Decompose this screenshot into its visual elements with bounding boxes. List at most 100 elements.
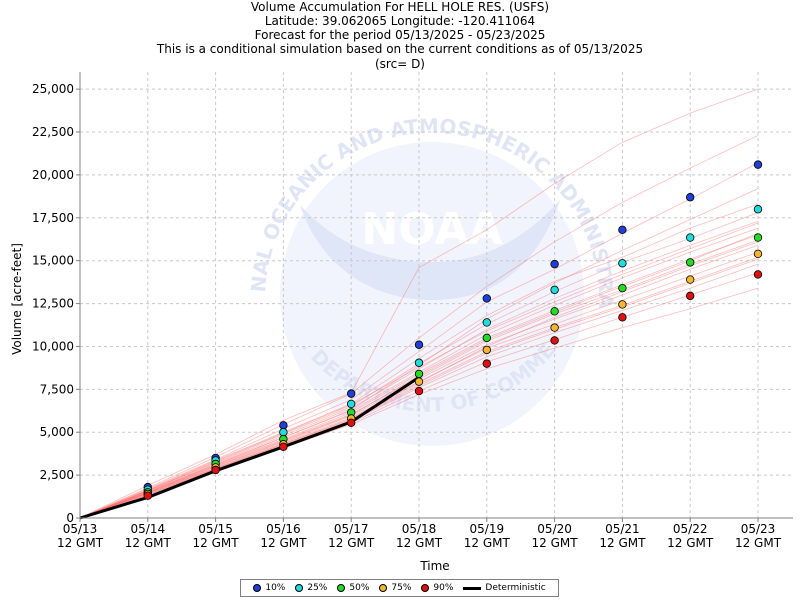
point-25pct-5 (414, 358, 424, 367)
legend-item-deterministic: Deterministic (463, 583, 546, 593)
ensemble-trace-2 (79, 162, 759, 519)
point-10pct-3 (279, 421, 288, 430)
legend-label: 10% (265, 583, 286, 593)
point-75pct-9 (686, 275, 695, 284)
y-tick-label-4: 10,000 (32, 339, 74, 353)
point-25pct-3 (279, 428, 288, 437)
point-25pct-8 (618, 259, 627, 268)
noaa-watermark: NOAA NATIONAL OCEANIC AND ATMOSPHERIC AD… (0, 0, 618, 446)
x-tick-label-5-0: 05/18 (402, 522, 437, 536)
point-25pct-4 (347, 399, 356, 409)
y-tick-label-0: 0 (66, 511, 74, 525)
y-tick-label-1: 2,500 (40, 468, 74, 482)
point-90pct-7 (550, 336, 559, 345)
legend-item-75pct: 75% (379, 583, 411, 593)
ensemble-trace-3 (79, 203, 759, 519)
x-tick-label-0-1: 12 GMT (57, 536, 104, 550)
y-tick-labels: 0 2,500 5,000 7,500 10,000 12,500 15,000 17,500… (32, 82, 80, 525)
point-10pct-4 (347, 389, 356, 398)
ensemble-trace-18 (79, 222, 759, 519)
x-tick-label-6-1: 12 GMT (464, 536, 511, 550)
legend-label: Deterministic (485, 583, 546, 593)
point-10pct-7 (550, 259, 559, 269)
legend-item-10pct: 10% (253, 583, 285, 593)
x-axis-label: Time (419, 559, 449, 573)
y-tick-label-5: 12,500 (32, 297, 74, 311)
point-90pct-6 (482, 359, 491, 368)
chart-legend: 10% 25% 50% 75% 90% Deterministic (240, 579, 559, 597)
point-90pct-10 (753, 270, 763, 279)
legend-swatch-dot (337, 584, 346, 592)
legend-item-90pct: 90% (421, 583, 453, 593)
legend-item-25pct: 25% (295, 583, 327, 593)
deterministic-series-line (79, 376, 420, 520)
legend-label: 50% (349, 583, 370, 593)
y-tick-label-2: 5,000 (40, 425, 74, 439)
ensemble-trace-5 (79, 220, 759, 519)
ensemble-trace-0 (79, 88, 759, 519)
point-25pct-6 (482, 318, 491, 327)
point-50pct-6 (482, 333, 491, 343)
x-tick-label-4-1: 12 GMT (328, 536, 375, 550)
x-tick-label-7-0: 05/20 (537, 522, 572, 536)
point-10pct-9 (686, 193, 695, 202)
chart-period: Forecast for the period 05/13/2025 - 05/… (254, 28, 546, 42)
legend-swatch-dot (379, 584, 388, 592)
x-tick-label-6-0: 05/19 (470, 522, 505, 536)
point-50pct-8 (618, 283, 627, 293)
y-axis-label: Volume [acre-feet] (10, 243, 24, 355)
point-75pct-10 (753, 249, 763, 259)
point-90pct-1 (143, 491, 152, 500)
legend-label: 90% (433, 583, 454, 593)
y-tick-label-8: 20,000 (32, 168, 74, 182)
x-tick-label-9-1: 12 GMT (667, 536, 714, 550)
y-tick-label-9: 22,500 (32, 125, 74, 139)
point-75pct-5 (414, 377, 424, 386)
point-90pct-2 (211, 465, 220, 475)
y-tick-label-7: 17,500 (32, 211, 74, 225)
x-tick-label-10-0: 05/23 (741, 522, 776, 536)
point-75pct-6 (482, 345, 491, 355)
chart-axes (79, 72, 793, 519)
x-tick-label-1-1: 12 GMT (125, 536, 172, 550)
y-tick-label-3: 7,500 (40, 382, 74, 396)
point-75pct-8 (618, 300, 627, 309)
point-90pct-9 (686, 291, 695, 301)
y-tick-label-10: 25,000 (32, 82, 74, 96)
x-tick-label-3-1: 12 GMT (260, 536, 307, 550)
x-tick-label-8-0: 05/21 (605, 522, 640, 536)
y-tick-label-6: 15,000 (32, 254, 74, 268)
ensemble-trace-15 (79, 258, 759, 519)
point-25pct-10 (753, 205, 763, 214)
point-10pct-8 (618, 225, 627, 235)
chart-location: Latitude: 39.062065 Longitude: -120.4110… (264, 14, 536, 28)
legend-label: 75% (391, 583, 412, 593)
x-tick-label-8-1: 12 GMT (599, 536, 646, 550)
chart-source: (src= D) (375, 57, 425, 71)
x-tick-label-1-0: 05/14 (131, 522, 166, 536)
point-90pct-8 (618, 313, 627, 322)
point-50pct-10 (753, 233, 763, 242)
x-tick-label-2-0: 05/15 (198, 522, 233, 536)
noaa-emblem-gull (300, 200, 560, 300)
deterministic-line (79, 376, 420, 520)
point-90pct-3 (279, 442, 288, 452)
x-tick-label-5-1: 12 GMT (396, 536, 443, 550)
point-90pct-5 (414, 386, 424, 396)
chart-note: This is a conditional simulation based o… (156, 42, 644, 56)
point-25pct-9 (686, 233, 695, 242)
x-tick-label-9-0: 05/22 (673, 522, 708, 536)
legend-swatch-dot (421, 584, 430, 592)
point-25pct-7 (550, 285, 559, 295)
legend-swatch-dot (295, 584, 304, 592)
x-tick-label-2-1: 12 GMT (193, 536, 240, 550)
noaa-logo-text: NOAA (361, 204, 502, 255)
legend-swatch-line (463, 586, 482, 590)
legend-item-50pct: 50% (337, 583, 369, 593)
legend-swatch-dot (253, 584, 262, 592)
chart-title: Volume Accumulation For HELL HOLE RES. (… (250, 0, 550, 14)
point-50pct-7 (550, 307, 559, 316)
point-50pct-9 (686, 258, 695, 267)
